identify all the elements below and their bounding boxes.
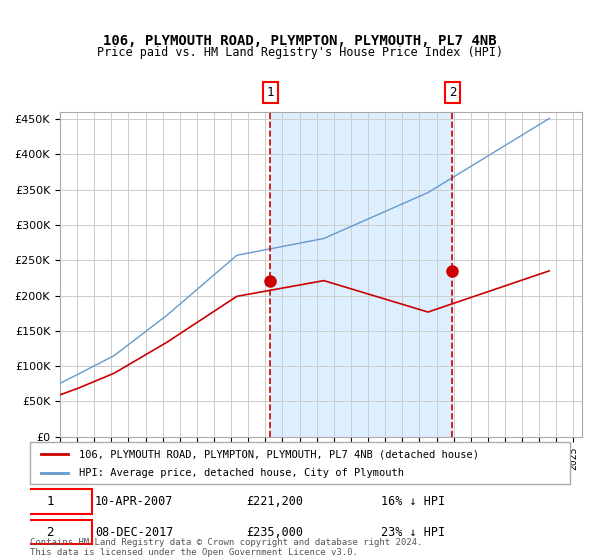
Text: HPI: Average price, detached house, City of Plymouth: HPI: Average price, detached house, City… [79,468,404,478]
Text: 1: 1 [46,495,54,508]
Bar [270,112,452,437]
Text: £235,000: £235,000 [246,526,303,539]
Text: Price paid vs. HM Land Registry's House Price Index (HPI): Price paid vs. HM Land Registry's House … [97,46,503,59]
FancyBboxPatch shape [8,489,92,514]
FancyBboxPatch shape [8,520,92,544]
FancyBboxPatch shape [30,442,570,484]
Text: 106, PLYMOUTH ROAD, PLYMPTON, PLYMOUTH, PL7 4NB (detached house): 106, PLYMOUTH ROAD, PLYMPTON, PLYMOUTH, … [79,449,479,459]
Text: 106, PLYMOUTH ROAD, PLYMPTON, PLYMOUTH, PL7 4NB: 106, PLYMOUTH ROAD, PLYMPTON, PLYMOUTH, … [103,34,497,48]
Text: £221,200: £221,200 [246,495,303,508]
Text: 16% ↓ HPI: 16% ↓ HPI [381,495,445,508]
Text: 08-DEC-2017: 08-DEC-2017 [95,526,173,539]
Text: Contains HM Land Registry data © Crown copyright and database right 2024.
This d: Contains HM Land Registry data © Crown c… [30,538,422,557]
Text: 10-APR-2007: 10-APR-2007 [95,495,173,508]
Text: 2: 2 [46,526,54,539]
Text: 23% ↓ HPI: 23% ↓ HPI [381,526,445,539]
Text: 2: 2 [449,86,456,99]
Text: 1: 1 [266,86,274,99]
